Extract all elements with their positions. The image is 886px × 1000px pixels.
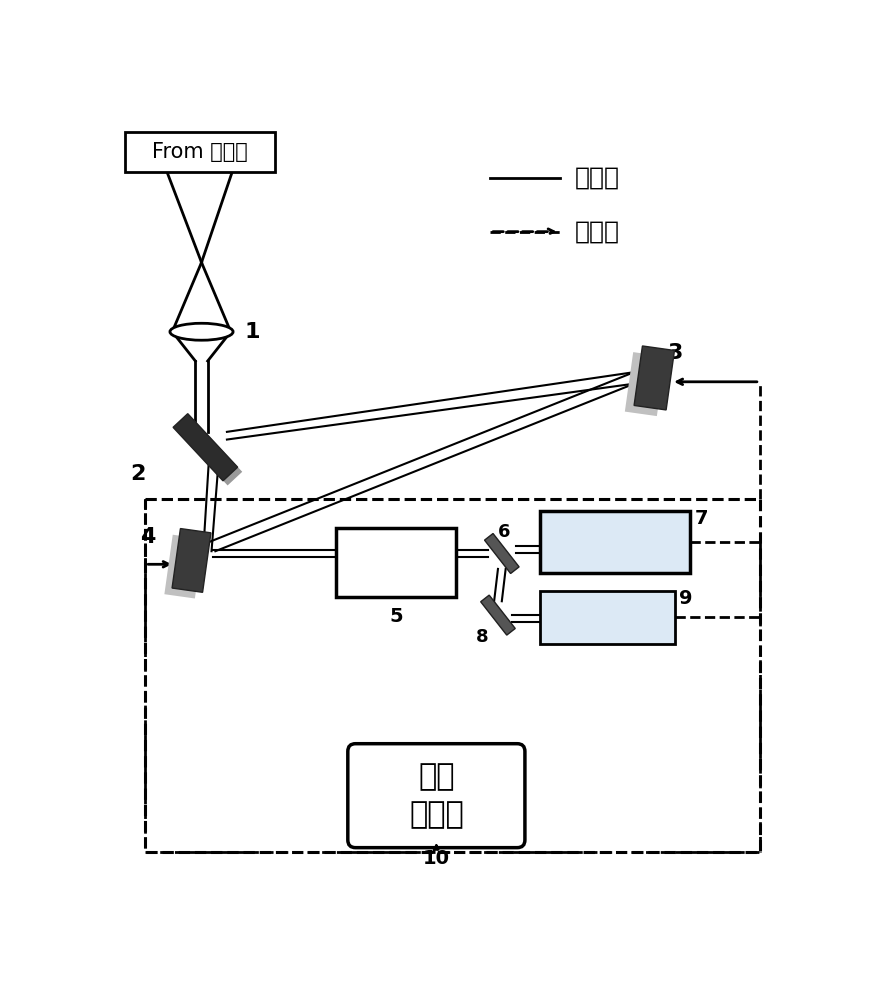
Text: 波前
控制器: 波前 控制器 (409, 762, 463, 829)
FancyBboxPatch shape (125, 132, 275, 172)
Polygon shape (485, 534, 519, 574)
Polygon shape (178, 418, 242, 485)
Text: 3: 3 (667, 343, 683, 363)
Polygon shape (481, 595, 516, 635)
Polygon shape (172, 529, 211, 592)
Text: 1: 1 (245, 322, 260, 342)
Text: 电信号: 电信号 (575, 220, 620, 244)
Text: 6: 6 (498, 523, 510, 541)
Ellipse shape (170, 323, 233, 340)
Text: 10: 10 (423, 849, 450, 868)
Text: From 望远镜: From 望远镜 (152, 142, 247, 162)
Text: 8: 8 (477, 628, 489, 646)
Text: 光信号: 光信号 (575, 166, 620, 190)
Text: 2: 2 (130, 464, 145, 484)
Text: 5: 5 (389, 607, 403, 626)
Text: 7: 7 (695, 509, 708, 528)
Polygon shape (481, 595, 516, 635)
Text: 4: 4 (140, 527, 155, 547)
Polygon shape (485, 534, 519, 574)
Text: 9: 9 (679, 589, 693, 608)
Polygon shape (165, 535, 203, 598)
Polygon shape (634, 346, 674, 410)
FancyBboxPatch shape (540, 591, 675, 644)
FancyBboxPatch shape (337, 528, 455, 597)
FancyBboxPatch shape (540, 511, 690, 573)
FancyBboxPatch shape (348, 744, 525, 848)
Polygon shape (173, 414, 237, 481)
Polygon shape (625, 352, 665, 416)
